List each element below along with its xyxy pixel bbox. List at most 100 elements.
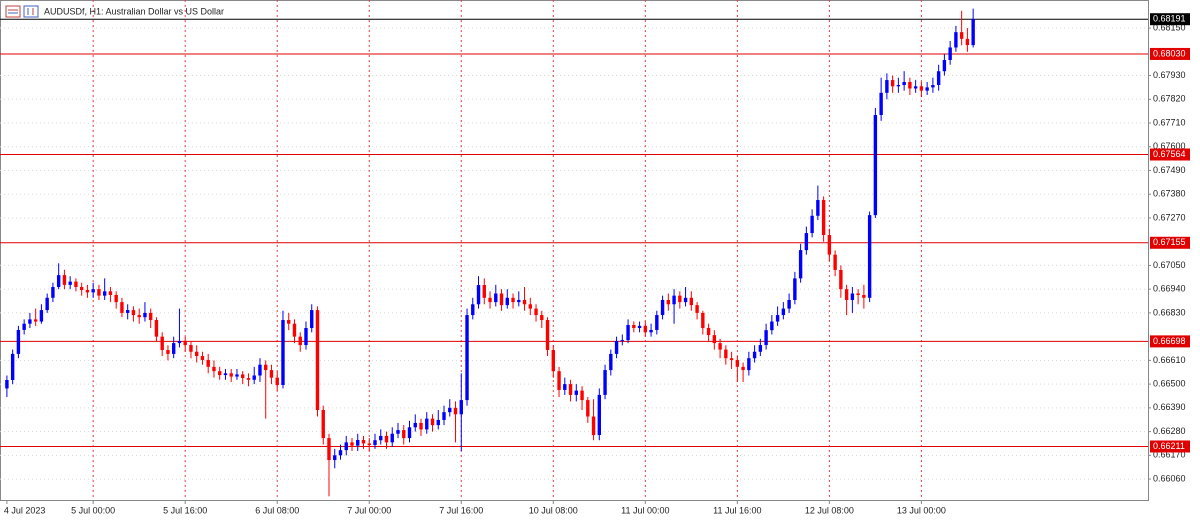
candle-body — [258, 364, 262, 376]
candle-body — [373, 440, 377, 445]
candle-body — [827, 235, 832, 255]
levels — [0, 18, 1148, 447]
candle-body — [931, 85, 935, 88]
candle-body — [33, 319, 38, 322]
candle-body — [568, 384, 573, 395]
candle-body — [361, 440, 366, 444]
candle-body — [39, 310, 44, 322]
candle-body — [120, 302, 124, 313]
level-label: 0.66698 — [1153, 336, 1186, 346]
candle-body — [143, 312, 147, 318]
candle-body — [695, 305, 699, 313]
candle-body — [430, 418, 435, 426]
candle-body — [189, 345, 193, 352]
y-tick-label: 0.66060 — [1153, 473, 1186, 483]
candle-body — [586, 400, 590, 417]
candle-body — [206, 359, 210, 367]
level-label: 0.66211 — [1153, 441, 1185, 451]
candle-body — [885, 80, 889, 93]
candle-body — [396, 430, 400, 434]
candle-body — [729, 358, 734, 360]
candle-body — [390, 433, 394, 443]
y-tick-label: 0.66390 — [1153, 402, 1186, 412]
x-tick-label: 11 Jul 16:00 — [713, 505, 761, 515]
y-tick-label: 0.66610 — [1153, 355, 1186, 365]
candle-body — [609, 353, 613, 371]
x-tick-label: 7 Jul 16:00 — [439, 505, 483, 515]
candle-body — [51, 287, 55, 298]
candle-body — [563, 384, 567, 390]
candle-body — [241, 374, 245, 379]
candle-body — [965, 38, 970, 46]
candle-body — [79, 287, 84, 291]
candle-body — [643, 325, 648, 333]
candle-body — [752, 351, 757, 359]
candle-body — [74, 281, 78, 288]
chart-icon — [5, 5, 21, 18]
candle-body — [821, 200, 826, 236]
candle-body — [689, 297, 694, 306]
candle-body — [701, 312, 705, 329]
candle-body — [511, 297, 515, 303]
candle-body — [160, 336, 164, 351]
y-tick-label: 0.66170 — [1153, 450, 1186, 460]
candle-body — [505, 297, 509, 306]
level-tag — [1150, 47, 1190, 60]
candle-body — [873, 115, 878, 216]
candle-body — [252, 375, 256, 380]
candle-body — [793, 278, 797, 300]
level-label: 0.67155 — [1153, 237, 1186, 247]
grid — [0, 0, 1148, 500]
axis: 0.68150 0.67930 0.67820 0.67710 0.67600 0.674… — [4, 13, 1190, 515]
candle-body — [844, 289, 849, 300]
candle-body — [971, 19, 975, 46]
candle-body — [68, 281, 72, 285]
candle-body — [948, 47, 952, 60]
candle-body — [850, 293, 855, 300]
candle-body — [660, 299, 665, 316]
candle-body — [413, 422, 417, 428]
candle-body — [229, 373, 233, 377]
candle-body — [528, 304, 532, 309]
candle-body — [235, 374, 239, 377]
candle-body — [166, 350, 170, 354]
candle-body — [775, 315, 780, 322]
candle-body — [862, 294, 866, 298]
candle-body — [402, 430, 406, 439]
level-label: 0.68191 — [1153, 14, 1186, 24]
candle-body — [580, 390, 584, 401]
y-tick-label: 0.67380 — [1153, 189, 1186, 199]
candle-body — [724, 349, 728, 359]
candle-body — [45, 297, 49, 311]
candle-body — [597, 394, 602, 436]
candle-body — [436, 419, 440, 426]
candle-body — [936, 71, 941, 86]
candle-body — [741, 366, 745, 371]
candle-body — [839, 269, 843, 290]
candle-body — [367, 443, 371, 445]
candle-body — [137, 315, 141, 318]
candle-body — [62, 275, 67, 285]
candle-body — [942, 59, 947, 72]
candle-body — [735, 359, 740, 367]
candle-body — [683, 297, 688, 303]
candle-body — [591, 416, 596, 436]
candle-body — [304, 328, 308, 346]
candle-body — [28, 319, 32, 324]
level-tag — [1150, 13, 1190, 26]
x-tick-label: 7 Jul 00:00 — [347, 505, 391, 515]
candle-body — [925, 87, 929, 91]
candle-body — [212, 366, 216, 372]
candle-body — [131, 310, 136, 316]
candle-body — [557, 371, 561, 390]
candle-body — [310, 310, 314, 329]
y-tick-label: 0.67270 — [1153, 212, 1186, 222]
x-tick-label: 10 Jul 08:00 — [529, 505, 578, 515]
title-block: AUDUSDf, H1: Australian Dollar vs US Dol… — [5, 5, 224, 18]
candle-body — [471, 304, 475, 316]
candle-body — [22, 323, 26, 330]
candle-body — [603, 370, 607, 395]
candle-body — [632, 324, 636, 329]
y-tick-label: 0.66940 — [1153, 284, 1186, 294]
candle-body — [195, 351, 199, 357]
